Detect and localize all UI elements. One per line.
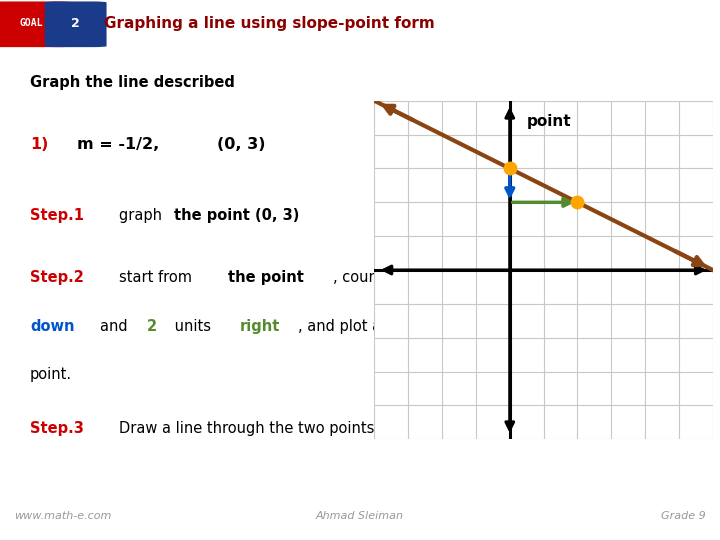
- Text: and: and: [100, 319, 132, 334]
- Text: 2: 2: [147, 319, 157, 334]
- Text: , count: , count: [333, 270, 389, 285]
- Text: 1): 1): [30, 137, 48, 152]
- Text: Graph the line described: Graph the line described: [30, 75, 235, 90]
- Text: units: units: [170, 319, 215, 334]
- Text: point: point: [526, 114, 571, 130]
- Text: start from: start from: [120, 270, 197, 285]
- Text: point.: point.: [30, 367, 72, 382]
- Text: , and plot another: , and plot another: [298, 319, 430, 334]
- Text: Draw a line through the two points: Draw a line through the two points: [120, 421, 374, 436]
- Text: m = -1/2,: m = -1/2,: [76, 137, 159, 152]
- Text: Step.1: Step.1: [30, 208, 84, 223]
- Text: Step.2: Step.2: [30, 270, 84, 285]
- FancyBboxPatch shape: [45, 2, 107, 47]
- Text: graph: graph: [120, 208, 167, 223]
- Text: the point (0, 3): the point (0, 3): [174, 208, 300, 223]
- Text: Grade 9: Grade 9: [661, 511, 706, 521]
- Text: 2: 2: [71, 17, 80, 30]
- Text: right: right: [240, 319, 280, 334]
- FancyBboxPatch shape: [0, 2, 72, 47]
- Text: Ahmad Sleiman: Ahmad Sleiman: [316, 511, 404, 521]
- Text: (0, 3): (0, 3): [217, 137, 265, 152]
- Text: Graphing a line using slope-point form: Graphing a line using slope-point form: [104, 16, 435, 31]
- Text: GOAL: GOAL: [19, 18, 42, 28]
- Text: www.math-e.com: www.math-e.com: [14, 511, 112, 521]
- Text: down: down: [30, 319, 74, 334]
- Text: Step.3: Step.3: [30, 421, 84, 436]
- Text: the point: the point: [228, 270, 304, 285]
